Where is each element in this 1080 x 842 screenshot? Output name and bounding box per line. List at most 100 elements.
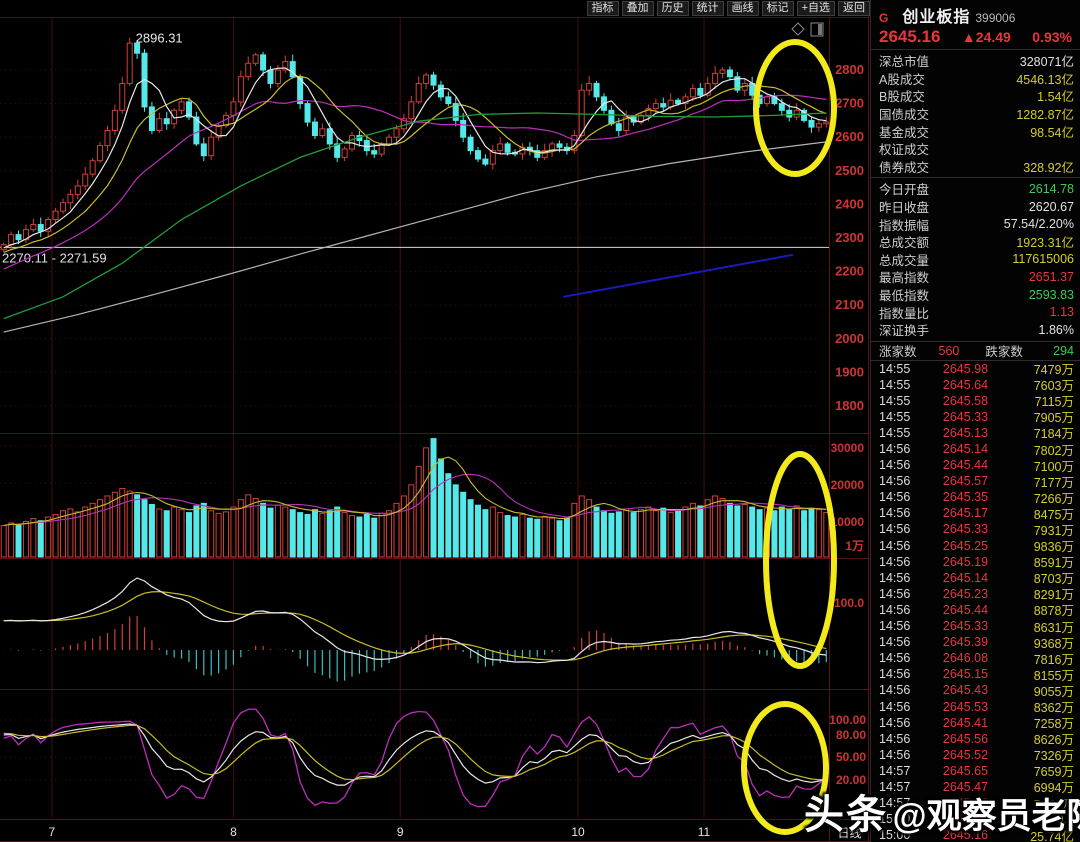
volume-bars bbox=[0, 438, 830, 558]
market-flag: G bbox=[879, 11, 889, 25]
tick-row: 14:56 2645.14 8703万 bbox=[871, 570, 1080, 587]
quote-row-value: 2651.37 bbox=[1028, 269, 1074, 284]
quote-row-value: 1923.31亿 bbox=[1016, 236, 1074, 251]
quote-row: 基金成交 98.54亿 bbox=[871, 122, 1080, 140]
tick-volume: 7115万 bbox=[1034, 395, 1074, 410]
svg-text:100.0: 100.0 bbox=[834, 596, 864, 610]
toolbar-button-2[interactable]: 历史 bbox=[656, 1, 689, 16]
index-code: 399006 bbox=[975, 11, 1016, 25]
quote-row-label: 最高指数 bbox=[879, 271, 930, 286]
quote-row-label: 总成交量 bbox=[879, 253, 930, 268]
kdj-d-line bbox=[3, 724, 827, 781]
svg-text:30000: 30000 bbox=[831, 441, 865, 455]
tick-time: 14:56 bbox=[879, 667, 911, 682]
tick-row: 14:56 2645.39 9368万 bbox=[871, 634, 1080, 651]
tick-volume: 7177万 bbox=[1033, 475, 1074, 490]
menu-divider bbox=[0, 17, 870, 18]
volume-ma5-line bbox=[3, 456, 827, 527]
tick-price: 2645.14 bbox=[942, 442, 989, 457]
quote-row: 债券成交 328.92亿 bbox=[871, 158, 1080, 176]
quote-row-label: 债券成交 bbox=[879, 160, 930, 175]
toolbar-button-4[interactable]: 画线 bbox=[726, 1, 759, 16]
tick-row: 14:56 2645.44 8878万 bbox=[871, 602, 1080, 619]
tick-time: 14:55 bbox=[879, 409, 911, 424]
toolbar-button-1[interactable]: 叠加 bbox=[621, 1, 654, 16]
tick-volume: 7100万 bbox=[1033, 459, 1074, 474]
last-price: 2645.16 bbox=[879, 27, 941, 46]
tick-volume: 6994万 bbox=[1033, 781, 1074, 796]
diamond-marker-icon bbox=[791, 22, 805, 36]
svg-text:2300: 2300 bbox=[835, 230, 864, 245]
ma60-line bbox=[3, 112, 827, 320]
quote-row-label: 指数量比 bbox=[879, 306, 930, 321]
tick-price: 2645.25 bbox=[942, 538, 989, 553]
tick-volume: 7479万 bbox=[1033, 363, 1074, 378]
chart-toolbar: 指标 叠加 历史 统计 画线 标记 +自选 返回 bbox=[586, 0, 870, 17]
svg-text:1800: 1800 bbox=[835, 398, 864, 413]
tick-time: 14:56 bbox=[879, 538, 911, 553]
tick-row: 14:56 2645.44 7100万 bbox=[871, 457, 1080, 474]
tick-price: 2645.35 bbox=[942, 490, 989, 505]
tick-price: 2645.23 bbox=[942, 586, 989, 601]
quote-row-label: 今日开盘 bbox=[879, 183, 930, 198]
tick-price: 2645.33 bbox=[942, 619, 989, 634]
tick-price: 2645.47 bbox=[942, 779, 989, 794]
tick-time: 14:56 bbox=[879, 619, 911, 634]
stock-chart-canvas[interactable]: 2800 2700 2600 2500 2400 2300 2200 2100 2000 1900… bbox=[0, 0, 870, 842]
quote-row: 深证换手 1.86% bbox=[871, 321, 1080, 339]
tick-price: 2645.64 bbox=[942, 377, 989, 392]
svg-text:2000: 2000 bbox=[835, 331, 864, 346]
price-change: ▲24.49 bbox=[961, 29, 1011, 45]
toolbar-button-3[interactable]: 统计 bbox=[691, 1, 724, 16]
quote-row-label: 国债成交 bbox=[879, 108, 930, 123]
tick-time: 15:00 bbox=[879, 812, 911, 827]
toolbar-button-6[interactable]: +自选 bbox=[796, 1, 835, 16]
tick-row: 14:56 2645.14 7802万 bbox=[871, 441, 1080, 458]
annotation-circle bbox=[753, 39, 837, 177]
tick-volume: 7802万 bbox=[1033, 443, 1074, 458]
tick-volume: 8475万 bbox=[1033, 507, 1074, 522]
advancers-count: 560 bbox=[938, 343, 960, 358]
tick-price: 2645.16 bbox=[942, 812, 989, 827]
svg-text:20.00: 20.00 bbox=[836, 773, 866, 787]
tick-time: 14:56 bbox=[879, 715, 911, 730]
toolbar-button-0[interactable]: 指标 bbox=[586, 1, 619, 16]
tick-row: 14:56 2645.57 7177万 bbox=[871, 473, 1080, 490]
svg-text:10: 10 bbox=[571, 825, 585, 839]
tick-volume: 0.0 bbox=[1056, 812, 1074, 827]
market-turnover-section: 深总市值 328071亿 A股成交 4546.13亿 B股成交 1.54亿 国债成交 1282… bbox=[871, 50, 1080, 179]
toolbar-button-7[interactable]: 返回 bbox=[838, 1, 870, 16]
quote-row-value: 1282.87亿 bbox=[1016, 108, 1074, 123]
period-selector[interactable]: 日线 bbox=[837, 826, 862, 840]
tick-price: 2645.56 bbox=[942, 731, 989, 746]
tick-price: 2645.16 bbox=[942, 828, 989, 842]
tick-price: 2645.57 bbox=[942, 474, 989, 489]
svg-text:2500: 2500 bbox=[835, 163, 864, 178]
tick-volume: 7184万 bbox=[1033, 427, 1074, 442]
quote-row-value: 2620.67 bbox=[1028, 199, 1074, 214]
tick-volume: 7266万 bbox=[1033, 491, 1074, 506]
tick-time: 14:56 bbox=[879, 699, 911, 714]
svg-text:2600: 2600 bbox=[835, 129, 864, 144]
quote-row-label: 深证换手 bbox=[879, 324, 930, 339]
time-sales-list[interactable]: 14:55 2645.98 7479万 14:55 2645.64 7603万 14:55 2… bbox=[871, 361, 1080, 842]
tick-row: 14:57 2645.47 6994万 bbox=[871, 779, 1080, 796]
toolbar-button-5[interactable]: 标记 bbox=[761, 1, 794, 16]
tick-volume: 7931万 bbox=[1033, 523, 1074, 538]
axis-labels: 2800 2700 2600 2500 2400 2300 2200 2100 2000 1900… bbox=[49, 62, 867, 839]
tick-price: 2645.44 bbox=[942, 602, 989, 617]
kdj-pane bbox=[3, 708, 827, 808]
tick-time: 14:55 bbox=[879, 377, 911, 392]
kdj-j-line bbox=[3, 708, 827, 808]
svg-text:2800: 2800 bbox=[835, 62, 864, 77]
tick-price: 2645.39 bbox=[942, 635, 989, 650]
tick-volume: 9055万 bbox=[1033, 684, 1074, 699]
tick-time: 14:57 bbox=[879, 763, 911, 778]
svg-text:8: 8 bbox=[230, 825, 237, 839]
quote-price-row: 2645.16 ▲24.49 0.93% bbox=[871, 23, 1080, 50]
quote-row-value: 1.54亿 bbox=[1037, 90, 1074, 105]
tick-volume: 8878万 bbox=[1033, 604, 1074, 619]
market-breadth-row: 涨家数 560 跌家数 294 bbox=[871, 342, 1080, 361]
tick-row: 15:00 2645.16 25.74亿 bbox=[871, 827, 1080, 842]
